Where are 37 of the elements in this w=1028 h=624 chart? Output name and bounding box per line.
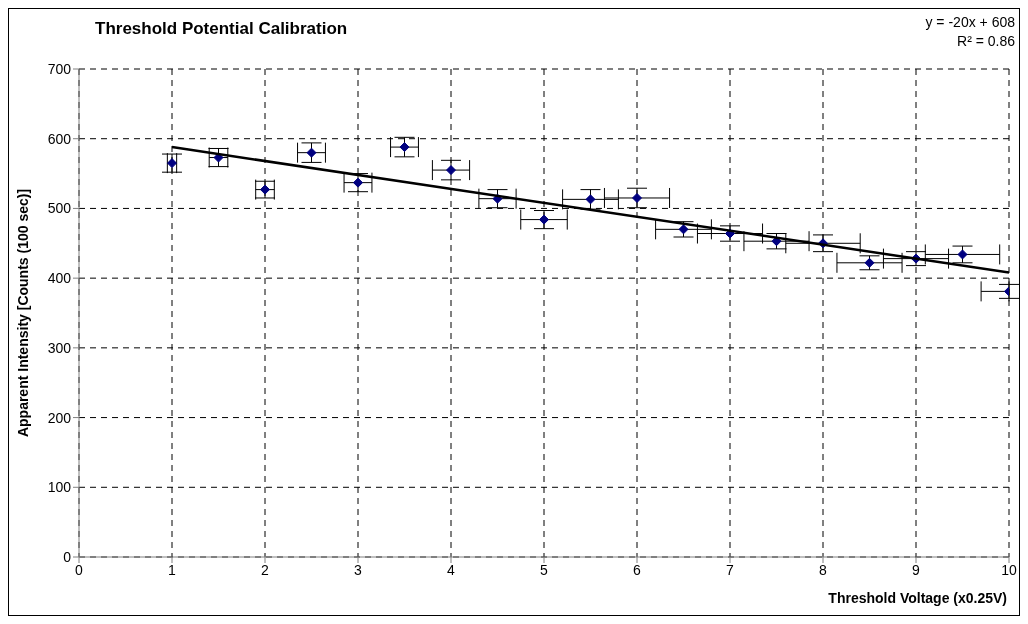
y-tick-label: 600: [47, 130, 72, 147]
point: [632, 192, 642, 203]
y-tick-label: 100: [47, 479, 72, 496]
y-axis-title: Apparent Intensity [Counts (100 sec)]: [14, 188, 31, 438]
x-axis-title: Threshold Voltage (x0.25V): [828, 590, 1007, 606]
point: [167, 158, 177, 169]
point: [260, 184, 270, 195]
y-tick-label: 0: [63, 548, 72, 565]
point: [957, 249, 968, 260]
text: R² = 0.86: [956, 32, 1015, 51]
y-tick-label: 700: [47, 60, 72, 77]
y-tick-label: 500: [47, 200, 72, 217]
y-tick-label: 400: [47, 270, 72, 287]
x-tick-label: 10: [1001, 561, 1017, 578]
point: [864, 257, 875, 268]
point: [539, 214, 549, 225]
x-tick-label: 0: [75, 561, 84, 578]
point: [446, 165, 456, 176]
x-tick-label: 1: [168, 561, 177, 578]
x-tick-label: 7: [726, 561, 735, 578]
x-tick-label: 5: [540, 561, 549, 578]
x-tick-label: 3: [354, 561, 363, 578]
x-tick-label: 2: [261, 561, 270, 578]
point: [399, 142, 410, 153]
point: [353, 177, 363, 188]
point: [585, 194, 596, 205]
y-tick-label: 300: [47, 339, 72, 356]
point: [678, 224, 689, 235]
x-tick-label: 8: [819, 561, 828, 578]
x-tick-label: 4: [447, 561, 456, 578]
y-tick-label: 200: [47, 409, 72, 426]
point: [306, 147, 317, 158]
text: y = -20x + 608: [925, 13, 1015, 32]
x-tick-label: 6: [633, 561, 642, 578]
chart-title: Threshold Potential Calibration: [95, 19, 348, 39]
x-tick-label: 9: [912, 561, 921, 578]
point: [771, 236, 782, 247]
